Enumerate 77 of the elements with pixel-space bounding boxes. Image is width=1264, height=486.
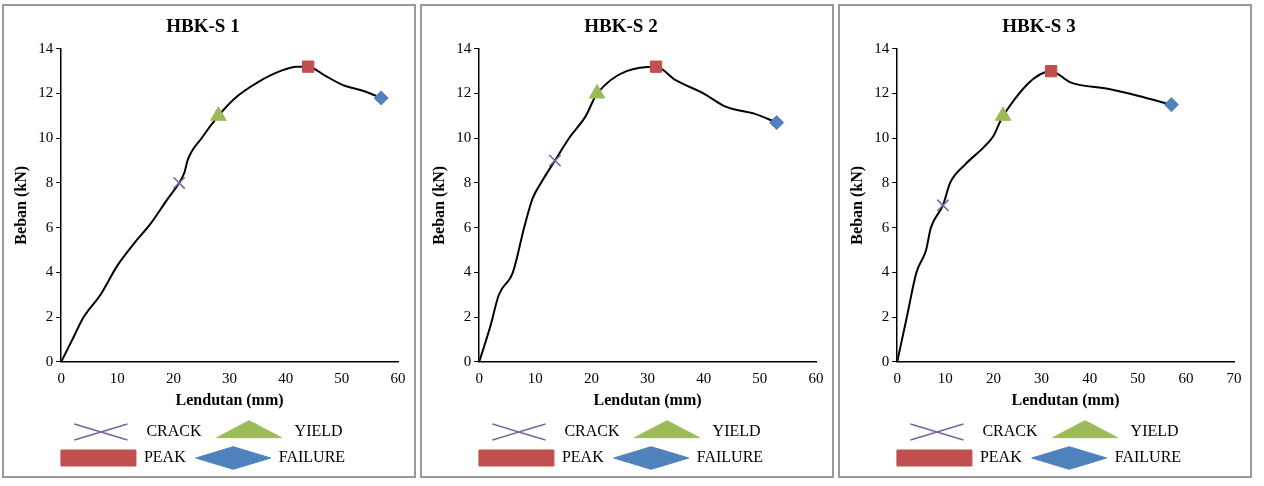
y-tick-label: 0 [463,352,472,369]
point [769,115,785,131]
x-tick-label: 30 [222,369,238,386]
x-tick-label: 20 [165,369,181,386]
y-tick-label: 10 [38,129,54,146]
y-tick-label: 8 [881,173,890,190]
y-axis-title: Beban (kN) [429,165,448,245]
chart-title: HBK-S 3 [1002,15,1076,37]
x-tick-label: 50 [334,369,350,386]
x-axis-title: Lendutan (mm) [175,390,284,409]
x-tick-label: 30 [1034,369,1050,386]
x-tick-label: 0 [893,369,901,386]
point [936,198,950,212]
legend-label: YIELD [294,422,343,440]
legend-label: CRACK [146,422,203,440]
point [548,154,562,167]
x-tick-label: 40 [1082,369,1098,386]
y-tick-label: 2 [45,308,54,325]
legend-label: PEAK [143,448,187,466]
y-tick-label: 12 [456,84,472,101]
y-tick-label: 8 [463,173,472,190]
point [1163,97,1179,113]
y-tick-label: 6 [45,218,54,235]
point [172,176,186,190]
x-tick-label: 40 [278,369,294,386]
legend-label: YIELD [712,422,761,440]
y-tick-label: 6 [881,218,890,235]
legend-label: CRACK [564,422,621,440]
y-tick-label: 10 [456,129,472,146]
x-tick-label: 0 [57,369,65,386]
x-axis-title: Lendutan (mm) [1011,390,1120,409]
legend-label: FAILURE [1114,448,1182,466]
y-tick-label: 2 [881,308,890,325]
chart-title: HBK-S 2 [584,15,658,37]
legend-label: PEAK [561,448,605,466]
y-tick-label: 0 [881,352,890,369]
legend-label: YIELD [1130,422,1179,440]
y-tick-label: 10 [874,129,890,146]
x-tick-label: 40 [696,369,712,386]
point [649,60,663,73]
x-tick-label: 20 [583,369,599,386]
y-tick-label: 6 [463,218,472,235]
point [588,84,606,99]
y-tick-label: 14 [38,39,54,56]
x-tick-label: 10 [109,369,125,386]
point [1045,65,1058,78]
x-tick-label: 10 [527,369,543,386]
x-tick-label: 30 [640,369,656,386]
chart-title: HBK-S 1 [166,15,240,37]
point [373,90,389,106]
y-tick-label: 14 [456,39,472,56]
y-tick-label: 0 [45,352,54,369]
y-tick-label: 8 [45,173,54,190]
x-axis-title: Lendutan (mm) [593,390,702,409]
x-tick-label: 60 [808,369,824,386]
x-tick-label: 70 [1226,369,1242,386]
y-tick-label: 4 [881,263,890,280]
x-tick-label: 20 [985,369,1001,386]
legend-label: FAILURE [278,448,346,466]
y-axis-title: Beban (kN) [11,165,30,245]
x-tick-label: 0 [475,369,483,386]
x-tick-label: 50 [752,369,768,386]
x-tick-label: 60 [390,369,406,386]
legend-label: CRACK [982,422,1039,440]
y-tick-label: 4 [45,263,54,280]
legend-label: FAILURE [696,448,764,466]
x-tick-label: 60 [1178,369,1194,386]
y-tick-label: 12 [874,84,890,101]
y-tick-label: 14 [874,39,890,56]
point [302,60,315,73]
legend-label: PEAK [979,448,1023,466]
x-tick-label: 10 [937,369,953,386]
y-tick-label: 4 [463,263,472,280]
y-axis-title: Beban (kN) [847,165,866,245]
x-tick-label: 50 [1130,369,1146,386]
y-tick-label: 2 [463,308,472,325]
y-tick-label: 12 [38,84,54,101]
